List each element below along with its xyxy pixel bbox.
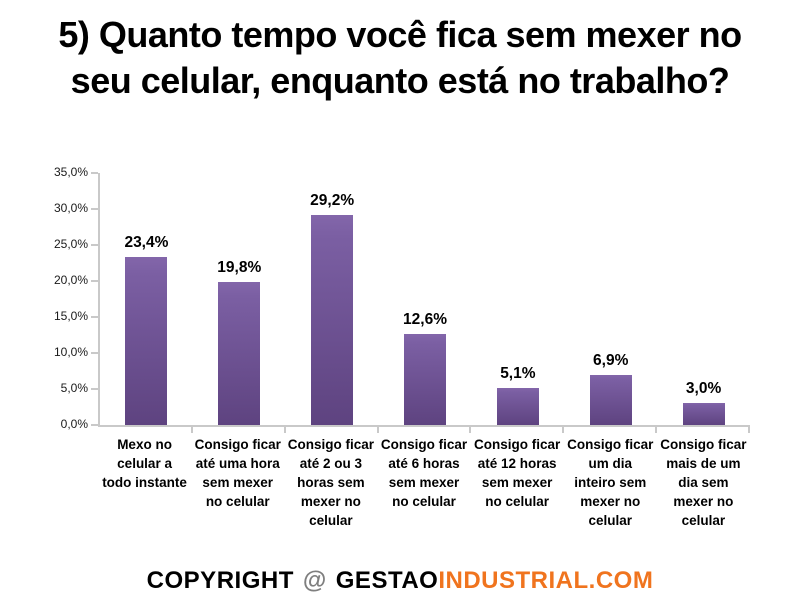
bar-value-label: 12,6% (403, 311, 447, 329)
chart-title-line-1: 5) Quanto tempo você fica sem mexer no (58, 14, 742, 55)
brand-industrial: INDUSTRIAL.COM (438, 567, 654, 594)
chart-title-line-2: seu celular, enquanto está no trabalho? (70, 60, 730, 102)
bar-column: 23,4% (100, 173, 193, 425)
category-label: Consigo ficar até uma hora sem mexer no … (194, 437, 281, 509)
plot-area: 23,4% 19,8% 29,2% 12,6% 5,1% 6,9% 3,0% (91, 172, 750, 433)
bar (125, 256, 168, 425)
y-tick-label: 5,0% (60, 381, 88, 395)
y-tick-label: 20,0% (53, 273, 88, 287)
bar-value-label: 5,1% (500, 365, 536, 383)
plot-row: 35,0% 30,0% 25,0% 20,0% 15,0% 10,0% 5,0% 0,0% 2… (28, 165, 750, 433)
bar (311, 214, 354, 425)
bar-column: 19,8% (193, 173, 286, 425)
category-label: Consigo ficar até 2 ou 3 horas sem mexer… (287, 437, 374, 528)
bar (496, 388, 539, 425)
bar (589, 375, 632, 425)
bar (218, 282, 261, 425)
category-label: Consigo ficar um dia inteiro sem mexer n… (567, 437, 654, 528)
x-axis-tick-mark (748, 427, 750, 433)
at-symbol: @ (302, 567, 327, 594)
bar-column: 6,9% (564, 173, 657, 425)
bar-value-label: 23,4% (124, 233, 169, 251)
copyright-footer: COPYRIGHT @ GESTAOINDUSTRIAL.COM (0, 567, 800, 595)
x-axis-tick-mark (376, 427, 379, 433)
chart-title: 5) Quanto tempo você fica sem mexer no s… (0, 12, 800, 104)
y-axis-tick-mark (91, 280, 98, 282)
bar-value-label: 6,9% (593, 352, 629, 370)
x-axis-labels: Mexo no celular a todo instante Consigo f… (98, 427, 750, 530)
x-axis-tick-mark (190, 427, 193, 433)
y-axis-tick-mark (91, 388, 98, 390)
bar-column: 3,0% (657, 173, 750, 425)
bar-column: 12,6% (379, 173, 472, 425)
x-axis-tick-mark (469, 427, 472, 433)
y-axis-tick-mark (91, 208, 98, 210)
y-axis-tick-mark (91, 172, 98, 174)
x-axis-tick-mark (655, 427, 658, 433)
y-axis: 35,0% 30,0% 25,0% 20,0% 15,0% 10,0% 5,0% 0,0% (28, 165, 98, 431)
x-axis-tick-mark (562, 427, 565, 433)
bar (404, 334, 446, 425)
bar-value-label: 29,2% (310, 191, 355, 209)
y-tick-label: 0,0% (60, 417, 88, 431)
y-axis-tick-mark (91, 424, 98, 426)
bar (682, 403, 725, 425)
copyright-text: COPYRIGHT (146, 567, 294, 594)
x-axis-tick-mark (283, 427, 286, 433)
y-tick-label: 10,0% (53, 345, 88, 359)
y-tick-label: 35,0% (53, 165, 88, 179)
category-label: Consigo ficar até 12 horas sem mexer no … (474, 437, 561, 509)
category-label: Consigo ficar até 6 horas sem mexer no c… (380, 437, 468, 509)
y-tick-label: 15,0% (53, 309, 88, 323)
bar-value-label: 3,0% (685, 380, 722, 398)
bar-column: 29,2% (286, 173, 379, 425)
y-axis-tick-mark (91, 316, 98, 318)
y-axis-tick-mark (91, 244, 98, 246)
brand-gestao: GESTAO (335, 567, 439, 594)
bar-value-label: 19,8% (217, 259, 262, 277)
category-label: Mexo no celular a todo instante (102, 437, 187, 490)
y-tick-label: 25,0% (53, 237, 88, 251)
bar-column: 5,1% (471, 173, 564, 425)
category-label: Consigo ficar mais de um dia sem mexer n… (660, 437, 747, 528)
y-tick-label: 30,0% (53, 201, 88, 215)
bar-chart: 35,0% 30,0% 25,0% 20,0% 15,0% 10,0% 5,0% 0,0% 2… (28, 165, 750, 530)
y-axis-tick-mark (91, 352, 98, 354)
